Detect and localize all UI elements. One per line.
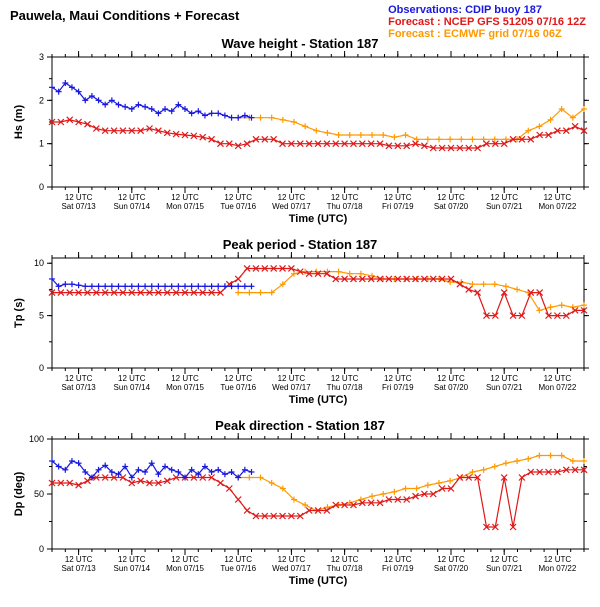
svg-text:Sat 07/13: Sat 07/13 (61, 564, 96, 573)
svg-text:12 UTC: 12 UTC (224, 374, 252, 383)
svg-text:12 UTC: 12 UTC (331, 555, 359, 564)
panel-title: Peak period - Station 187 (8, 237, 592, 252)
svg-text:12 UTC: 12 UTC (278, 193, 306, 202)
svg-text:3: 3 (39, 52, 44, 62)
svg-text:12 UTC: 12 UTC (171, 374, 199, 383)
chart-svg: 0510Tp (s)12 UTCSat 07/1312 UTCSun 07/14… (8, 254, 592, 404)
svg-text:100: 100 (29, 434, 44, 444)
svg-text:12 UTC: 12 UTC (544, 193, 572, 202)
svg-text:10: 10 (34, 258, 44, 268)
main-title: Pauwela, Maui Conditions + Forecast (10, 8, 239, 23)
svg-text:12 UTC: 12 UTC (224, 555, 252, 564)
svg-text:Sun 07/14: Sun 07/14 (114, 564, 151, 573)
svg-text:Mon 07/22: Mon 07/22 (538, 383, 576, 392)
svg-text:12 UTC: 12 UTC (437, 193, 465, 202)
svg-text:Tp (s): Tp (s) (13, 298, 25, 328)
svg-text:Thu 07/18: Thu 07/18 (327, 202, 364, 211)
chart-panel: Peak direction - Station 187 0 50 100 Dp (de… (8, 418, 592, 585)
svg-text:Tue 07/16: Tue 07/16 (220, 564, 256, 573)
svg-text:Sat 07/20: Sat 07/20 (434, 564, 469, 573)
svg-text:Sun 07/14: Sun 07/14 (114, 383, 151, 392)
svg-text:12 UTC: 12 UTC (490, 555, 518, 564)
svg-text:12 UTC: 12 UTC (437, 374, 465, 383)
series-ecm (235, 269, 587, 314)
svg-text:Wed 07/17: Wed 07/17 (272, 383, 311, 392)
svg-text:12 UTC: 12 UTC (490, 374, 518, 383)
svg-text:12 UTC: 12 UTC (490, 193, 518, 202)
svg-text:Time (UTC): Time (UTC) (289, 394, 348, 406)
svg-text:Thu 07/18: Thu 07/18 (327, 564, 364, 573)
svg-text:Wed 07/17: Wed 07/17 (272, 564, 311, 573)
svg-text:Fri 07/19: Fri 07/19 (382, 383, 414, 392)
svg-text:12 UTC: 12 UTC (171, 555, 199, 564)
legend-block: Observations: CDIP buoy 187 Forecast : N… (388, 4, 586, 40)
svg-text:12 UTC: 12 UTC (331, 374, 359, 383)
svg-text:12 UTC: 12 UTC (384, 374, 412, 383)
svg-text:12 UTC: 12 UTC (384, 193, 412, 202)
svg-text:Dp (deg): Dp (deg) (13, 471, 25, 516)
svg-text:Mon 07/22: Mon 07/22 (538, 202, 576, 211)
svg-text:12 UTC: 12 UTC (65, 193, 93, 202)
svg-text:12 UTC: 12 UTC (278, 555, 306, 564)
panel-title: Peak direction - Station 187 (8, 418, 592, 433)
svg-text:12 UTC: 12 UTC (224, 193, 252, 202)
svg-text:12 UTC: 12 UTC (384, 555, 412, 564)
svg-text:12 UTC: 12 UTC (544, 374, 572, 383)
svg-text:12 UTC: 12 UTC (544, 555, 572, 564)
svg-text:50: 50 (34, 489, 44, 499)
legend-ecmwf: Forecast : ECMWF grid 07/16 06Z (388, 28, 586, 40)
svg-text:Time (UTC): Time (UTC) (289, 213, 348, 225)
svg-text:1: 1 (39, 139, 44, 149)
series-ecm (235, 106, 587, 142)
series-gfs (49, 467, 587, 530)
svg-text:Wed 07/17: Wed 07/17 (272, 202, 311, 211)
svg-text:Sun 07/21: Sun 07/21 (486, 564, 523, 573)
svg-text:0: 0 (39, 544, 44, 554)
series-gfs (49, 117, 587, 151)
chart-svg: 050100Dp (deg)12 UTCSat 07/1312 UTCSun 0… (8, 435, 592, 585)
svg-text:Sat 07/20: Sat 07/20 (434, 383, 469, 392)
chart-panel: Peak period - Station 187 0 5 10 Tp (s) 12 UT… (8, 237, 592, 404)
svg-text:Mon 07/15: Mon 07/15 (166, 383, 204, 392)
svg-text:12 UTC: 12 UTC (331, 193, 359, 202)
svg-text:0: 0 (39, 182, 44, 192)
svg-text:12 UTC: 12 UTC (118, 374, 146, 383)
svg-text:Sat 07/13: Sat 07/13 (61, 383, 96, 392)
svg-text:12 UTC: 12 UTC (65, 374, 93, 383)
chart-panel: Wave height - Station 1870123Hs (m)12 UT… (8, 36, 592, 223)
svg-text:Sun 07/21: Sun 07/21 (486, 383, 523, 392)
svg-text:Sun 07/21: Sun 07/21 (486, 202, 523, 211)
series-obs (49, 458, 255, 481)
series-gfs (49, 265, 587, 318)
svg-text:12 UTC: 12 UTC (171, 193, 199, 202)
series-obs (49, 80, 255, 121)
svg-text:Thu 07/18: Thu 07/18 (327, 383, 364, 392)
svg-text:5: 5 (39, 311, 44, 321)
svg-text:Fri 07/19: Fri 07/19 (382, 202, 414, 211)
svg-text:12 UTC: 12 UTC (278, 374, 306, 383)
svg-text:2: 2 (39, 95, 44, 105)
svg-text:Hs (m): Hs (m) (13, 105, 25, 140)
svg-text:Sun 07/14: Sun 07/14 (114, 202, 151, 211)
svg-text:12 UTC: 12 UTC (118, 555, 146, 564)
chart-svg: 0123Hs (m)12 UTCSat 07/1312 UTCSun 07/14… (8, 53, 592, 223)
series-ecm (235, 453, 587, 514)
svg-text:Time (UTC): Time (UTC) (289, 575, 348, 587)
svg-text:Tue 07/16: Tue 07/16 (220, 383, 256, 392)
series-obs (49, 276, 255, 289)
svg-text:Sat 07/20: Sat 07/20 (434, 202, 469, 211)
svg-text:Fri 07/19: Fri 07/19 (382, 564, 414, 573)
svg-text:12 UTC: 12 UTC (437, 555, 465, 564)
legend-observations: Observations: CDIP buoy 187 (388, 4, 586, 16)
svg-text:12 UTC: 12 UTC (118, 193, 146, 202)
svg-text:Mon 07/15: Mon 07/15 (166, 202, 204, 211)
svg-text:Tue 07/16: Tue 07/16 (220, 202, 256, 211)
svg-text:Mon 07/15: Mon 07/15 (166, 564, 204, 573)
svg-text:Sat 07/13: Sat 07/13 (61, 202, 96, 211)
svg-text:Mon 07/22: Mon 07/22 (538, 564, 576, 573)
svg-text:0: 0 (39, 363, 44, 373)
svg-text:12 UTC: 12 UTC (65, 555, 93, 564)
legend-gfs: Forecast : NCEP GFS 51205 07/16 12Z (388, 16, 586, 28)
